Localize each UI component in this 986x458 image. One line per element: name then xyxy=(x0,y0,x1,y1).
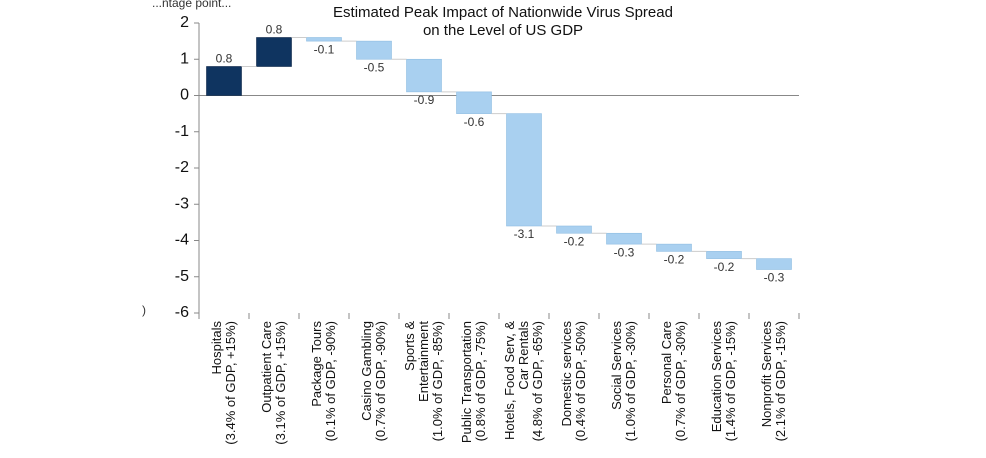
x-category-label: (1.0% of GDP, -30%) xyxy=(623,321,638,441)
data-label: -0.6 xyxy=(464,115,485,129)
bar xyxy=(506,113,542,227)
top-left-fragment: ...ntage point... xyxy=(152,0,231,10)
x-category-label: (2.1% of GDP, -15%) xyxy=(773,321,788,441)
x-category-label: (3.1% of GDP, +15%) xyxy=(273,321,288,445)
x-category-label: Outpatient Care xyxy=(259,321,274,413)
x-category-label: (0.7% of GDP, -90%) xyxy=(373,321,388,441)
chart-title-line-2: on the Level of US GDP xyxy=(423,22,583,39)
chart-title-line-1: Estimated Peak Impact of Nationwide Viru… xyxy=(333,4,673,21)
bar xyxy=(306,37,342,42)
x-category-label: (0.4% of GDP, -50%) xyxy=(573,321,588,441)
x-category-label: (1.4% of GDP, -15%) xyxy=(723,321,738,441)
bar xyxy=(556,225,592,234)
y-tick-label: -4 xyxy=(175,232,189,249)
x-category-label: (4.8% of GDP, -65%) xyxy=(530,321,545,441)
x-category-label: Sports & xyxy=(402,321,417,371)
data-label: -0.1 xyxy=(314,42,335,56)
y-tick-label: -3 xyxy=(175,195,189,212)
y-tick-label: -2 xyxy=(175,159,189,176)
data-label: -0.2 xyxy=(714,260,735,274)
x-category-label: (3.4% of GDP, +15%) xyxy=(223,321,238,445)
data-label: -0.5 xyxy=(364,60,385,74)
bar xyxy=(756,258,792,270)
data-label: -3.1 xyxy=(514,227,535,241)
x-category-label: Package Tours xyxy=(309,321,324,407)
y-tick-label: -6 xyxy=(175,304,189,321)
plot-area: 2 1 0 -1 -2 -3 -4 -5 -6 0.8 0.8 -0.1 -0.5 -0.9 -0.6 -3.… xyxy=(175,14,800,445)
bar xyxy=(256,37,292,67)
bar xyxy=(356,40,392,60)
y-tick-label: 0 xyxy=(180,87,189,104)
x-category-label: (0.7% of GDP, -30%) xyxy=(673,321,688,441)
data-label: -0.3 xyxy=(614,245,635,259)
x-category-label: Social Services xyxy=(609,321,624,410)
x-category-label: Car Rentals xyxy=(516,321,531,390)
data-label: -0.9 xyxy=(414,93,435,107)
data-label: -0.2 xyxy=(564,234,585,248)
x-category-label: Hospitals xyxy=(209,321,224,375)
x-category-label: (0.1% of GDP, -90%) xyxy=(323,321,338,441)
x-category-label: Entertainment xyxy=(416,321,431,402)
data-label: 0.8 xyxy=(216,52,233,66)
left-edge-fragment: ) xyxy=(142,303,146,317)
x-category-label: (0.8% of GDP, -75%) xyxy=(473,321,488,441)
bar xyxy=(406,58,442,93)
bar xyxy=(706,251,742,259)
x-category-label: Nonprofit Services xyxy=(759,321,774,428)
y-tick-label: 2 xyxy=(180,14,189,31)
x-category-label: (1.0% of GDP, -85%) xyxy=(430,321,445,441)
x-category-label: Casino Gambling xyxy=(359,321,374,421)
bar xyxy=(656,243,692,252)
x-category-label: Education Services xyxy=(709,321,724,433)
x-category-label: Domestic services xyxy=(559,321,574,427)
x-category-label: Hotels, Food Serv, & xyxy=(502,321,517,440)
data-label: -0.3 xyxy=(764,271,785,285)
bar xyxy=(206,66,242,96)
bar xyxy=(606,232,642,245)
y-tick-label: -5 xyxy=(175,268,189,285)
bar xyxy=(456,91,492,114)
x-category-label: Public Transportation xyxy=(459,321,474,443)
y-tick-label: 1 xyxy=(180,50,189,67)
data-label: -0.2 xyxy=(664,253,685,267)
y-tick-label: -1 xyxy=(175,123,189,140)
x-category-label: Personal Care xyxy=(659,321,674,404)
data-label: 0.8 xyxy=(266,23,283,37)
